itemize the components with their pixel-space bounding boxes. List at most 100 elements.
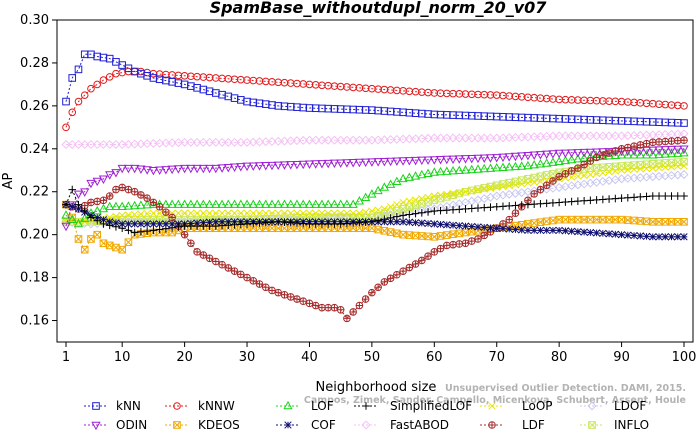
- data-point-kdeos: [87, 235, 95, 243]
- series-line-inflo: [66, 161, 685, 223]
- data-point-fastabod: [542, 131, 552, 141]
- data-point-odin: [148, 166, 159, 176]
- data-point-fastabod: [467, 133, 477, 143]
- data-point-fastabod: [261, 137, 271, 147]
- x-tick-label: 40: [301, 350, 318, 365]
- data-point-odin: [186, 164, 196, 174]
- data-point-ldf: [324, 303, 332, 312]
- data-point-ldf: [236, 270, 245, 279]
- data-point-lof: [179, 199, 190, 208]
- data-point-lof: [517, 161, 527, 170]
- data-point-ldf: [137, 191, 145, 199]
- data-point-ldf: [480, 231, 489, 240]
- data-point-loop: [230, 209, 239, 217]
- data-point-loop: [174, 209, 183, 217]
- data-point-knn: [118, 61, 126, 69]
- data-point-cof: [455, 221, 463, 230]
- y-tick-label: 0.28: [20, 56, 49, 71]
- data-point-odin: [467, 154, 477, 164]
- data-point-ldof: [648, 172, 658, 182]
- data-point-fastabod: [510, 132, 520, 142]
- data-point-odin: [442, 155, 452, 165]
- legend-marker: [284, 421, 292, 429]
- data-point-loop: [580, 171, 588, 180]
- data-point-loop: [530, 178, 538, 186]
- legend-marker: [488, 421, 496, 429]
- legend-item-loop: LoOP: [480, 399, 553, 413]
- data-point-cof: [399, 218, 407, 226]
- data-point-fastabod: [105, 139, 115, 150]
- data-point-odin: [517, 152, 527, 161]
- data-point-fastabod: [504, 133, 514, 143]
- data-point-odin: [236, 163, 246, 172]
- data-point-ldf: [218, 260, 226, 269]
- data-point-lof: [111, 201, 121, 211]
- data-point-loop: [118, 211, 126, 220]
- data-point-lof: [298, 199, 308, 208]
- legend-label: KDEOS: [198, 418, 240, 432]
- data-point-loop: [112, 212, 120, 221]
- data-point-cof: [68, 203, 76, 211]
- data-point-cof: [162, 220, 170, 228]
- data-point-kdeos: [399, 230, 407, 239]
- legend-label: COF: [311, 418, 336, 432]
- legend-marker: [588, 421, 596, 429]
- series-odin: [61, 145, 689, 232]
- legend-item-simplifiedlof: SimplifiedLOF: [354, 399, 472, 413]
- data-point-lof: [498, 162, 508, 171]
- data-point-fastabod: [567, 131, 577, 141]
- data-point-loop: [355, 209, 364, 217]
- data-point-kdeos: [661, 217, 670, 226]
- data-point-fastabod: [230, 137, 240, 147]
- data-point-inflo: [455, 189, 464, 198]
- data-point-simplifiedlof: [87, 213, 95, 222]
- data-point-loop: [567, 173, 576, 181]
- data-point-loop: [586, 170, 595, 179]
- data-point-ldf: [418, 256, 426, 265]
- data-point-simplifiedlof: [112, 222, 120, 231]
- data-point-simplifiedlof: [137, 228, 145, 236]
- data-point-lof: [616, 150, 627, 159]
- data-point-fastabod: [92, 139, 102, 150]
- data-point-cof: [405, 218, 413, 226]
- data-point-simplifiedlof: [105, 221, 114, 230]
- data-point-knnw: [99, 76, 108, 84]
- legend: kNN kNNW LOF SimplifiedLOF LoOP LDOF ODIN KDEOS…: [84, 399, 649, 432]
- data-point-odin: [579, 148, 589, 158]
- data-point-ldf: [599, 151, 607, 160]
- data-point-ldf: [374, 283, 382, 292]
- data-point-kdeos: [455, 229, 464, 238]
- data-point-cof: [499, 225, 507, 233]
- data-point-fastabod: [429, 133, 439, 143]
- data-point-loop: [424, 193, 432, 201]
- data-point-loop: [493, 183, 501, 192]
- data-point-odin: [248, 162, 258, 171]
- data-point-loop: [561, 174, 570, 182]
- data-point-odin: [136, 165, 146, 174]
- data-point-fastabod: [585, 131, 595, 141]
- data-point-fastabod: [117, 139, 127, 150]
- data-point-odin: [404, 157, 414, 166]
- legend-label: kNNW: [198, 399, 235, 413]
- data-point-knn: [236, 96, 245, 104]
- data-point-fastabod: [579, 131, 589, 141]
- data-point-lof: [229, 199, 240, 208]
- data-point-cof: [424, 219, 432, 228]
- data-point-loop: [605, 168, 613, 176]
- data-point-simplifiedlof: [680, 192, 688, 200]
- data-point-lof: [666, 148, 677, 158]
- data-point-ldof: [660, 171, 670, 181]
- legend-marker: [361, 420, 371, 430]
- data-point-kdeos: [586, 215, 595, 224]
- data-point-knnw: [68, 108, 77, 117]
- data-point-ldf: [630, 142, 638, 151]
- data-point-lof: [535, 159, 546, 168]
- data-point-kdeos: [617, 215, 626, 224]
- data-point-loop: [305, 209, 314, 217]
- data-point-knnw: [62, 123, 70, 132]
- data-point-ldf: [305, 299, 314, 308]
- data-point-fastabod: [286, 136, 296, 146]
- legend-marker: [488, 402, 496, 410]
- x-tick-label: 70: [488, 350, 505, 365]
- data-point-loop: [661, 163, 669, 171]
